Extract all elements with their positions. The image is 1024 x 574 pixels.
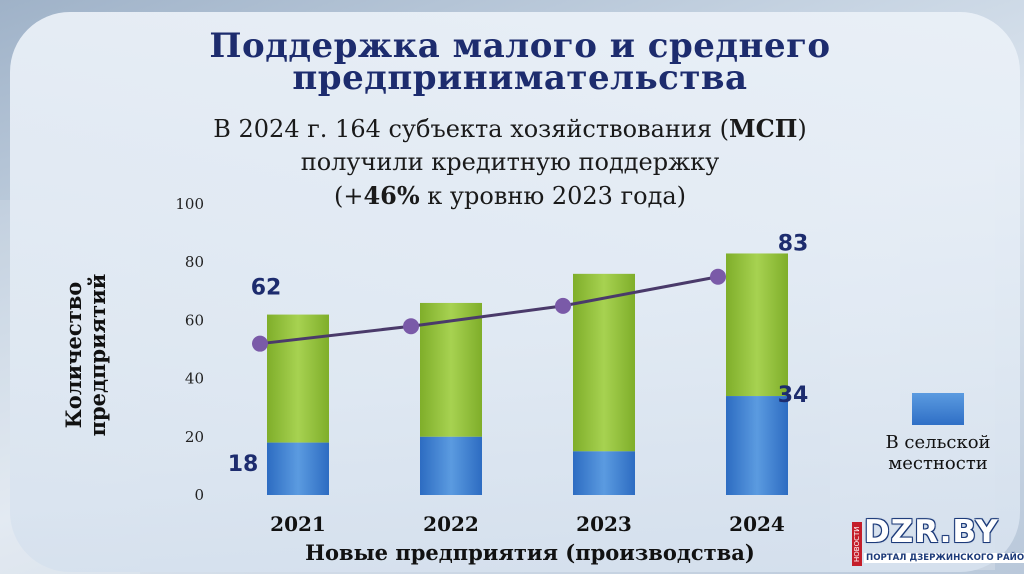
bar-segment-rural-2022 — [420, 436, 482, 495]
data-label-2024-83: 83 — [778, 231, 809, 256]
bar-segment-other-2021 — [267, 314, 329, 443]
y-tick-label: 20 — [185, 428, 204, 446]
legend-swatch-rural — [912, 393, 964, 425]
data-label-2021-62: 62 — [251, 276, 282, 301]
y-axis-label: Количество предприятий — [61, 273, 110, 437]
trend-point-2021 — [252, 335, 268, 352]
logo-subtitle: ПОРТАЛ ДЗЕРЖИНСКОГО РАЙОНА — [864, 553, 1024, 563]
y-tick-label: 80 — [185, 253, 204, 271]
bar-segment-rural-2023 — [573, 451, 635, 495]
x-axis-label: Новые предприятия (производства) — [305, 540, 755, 565]
bar-segment-other-2023 — [573, 273, 635, 452]
trend-point-2023 — [555, 297, 571, 314]
subtitle: В 2024 г. 164 субъекта хозяйствования (М… — [180, 112, 840, 213]
trend-line — [259, 275, 719, 346]
y-tick-label: 0 — [194, 486, 204, 504]
dzr-logo: НОВОСТИ DZR.BY ПОРТАЛ ДЗЕРЖИНСКОГО РАЙОН… — [852, 514, 1024, 570]
x-tick-label-2023: 2023 — [576, 512, 632, 536]
page-title: Поддержка малого и среднего предпринимат… — [209, 26, 831, 98]
trend-point-2024 — [710, 268, 726, 285]
subtitle-line-2: получили кредитную поддержку — [300, 148, 720, 176]
bar-segment-other-2024 — [726, 253, 788, 397]
y-tick-label: 60 — [185, 311, 204, 329]
bar-segment-other-2022 — [420, 302, 482, 437]
data-label-2024-34: 34 — [778, 383, 809, 408]
bar-segment-rural-2021 — [267, 442, 329, 495]
data-label-2021-18: 18 — [228, 452, 259, 477]
trend-point-2022 — [403, 318, 419, 335]
logo-text: DZR.BY — [864, 514, 999, 550]
legend-label-rural: В сельской местности — [885, 432, 991, 474]
logo-tag: НОВОСТИ — [852, 522, 862, 566]
x-tick-label-2022: 2022 — [423, 512, 479, 536]
subtitle-line-3: (+46% к уровню 2023 года) — [333, 181, 687, 210]
content-panel — [10, 12, 1020, 572]
bar-segment-rural-2024 — [726, 396, 788, 495]
x-tick-label-2024: 2024 — [729, 512, 785, 536]
y-tick-label: 100 — [175, 195, 204, 213]
x-tick-label-2021: 2021 — [270, 512, 326, 536]
y-tick-label: 40 — [185, 370, 204, 388]
subtitle-line-1: В 2024 г. 164 субъекта хозяйствования (М… — [213, 114, 807, 143]
